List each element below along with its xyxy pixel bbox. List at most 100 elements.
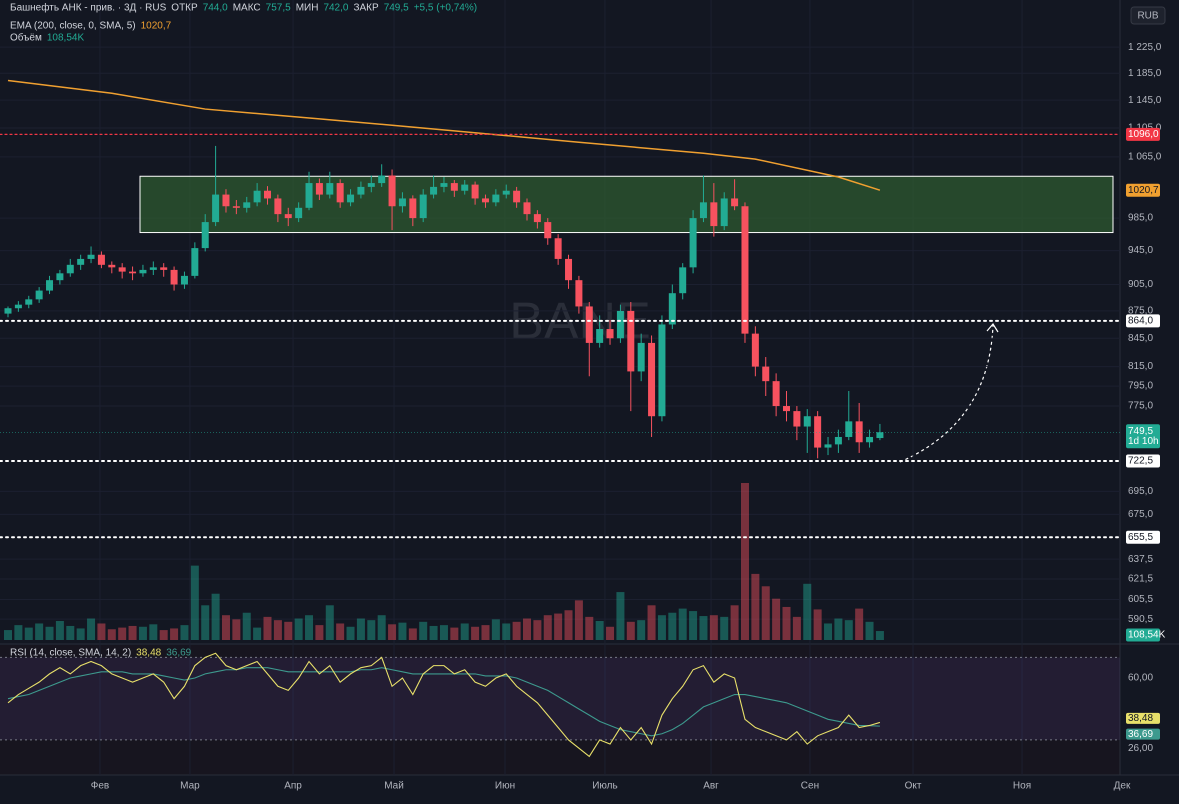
x-tick-label: Дек [1114, 781, 1131, 792]
volume-value-tag-bg [1126, 628, 1160, 642]
candle-body [731, 198, 739, 207]
volume-bar [595, 620, 604, 640]
currency-label: RUB [1137, 11, 1158, 22]
volume-bar [730, 605, 739, 640]
volume-bar [388, 624, 397, 640]
candle-body [274, 198, 282, 215]
candle-body [450, 183, 458, 191]
volume-bar [201, 605, 210, 640]
ema-legend: EMA (200, close, 0, SMA, 5) [10, 21, 136, 32]
candle-body [668, 293, 676, 325]
volume-bar [97, 623, 106, 640]
volume-bar [554, 613, 563, 640]
y-tick-label: 1 065,0 [1128, 152, 1162, 163]
volume-bar [170, 628, 179, 640]
y-tick-label: 775,0 [1128, 401, 1153, 412]
volume-bar [377, 615, 386, 640]
candle-body [357, 186, 365, 195]
candle-body [118, 267, 126, 272]
candle-body [876, 432, 884, 439]
volume-bar [481, 625, 490, 640]
volume-value-tag: 108,54K [1128, 630, 1166, 641]
y-tick-label: 590,5 [1128, 614, 1153, 625]
volume-bar [523, 618, 531, 640]
volume-bar [647, 605, 656, 640]
volume-bar [263, 616, 272, 640]
candle-body [264, 190, 271, 199]
candle-body [35, 290, 43, 300]
volume-bar [367, 620, 376, 640]
candle-body [554, 238, 562, 259]
volume-bar [637, 620, 646, 640]
volume-bar [305, 615, 314, 640]
volume-bar [315, 625, 324, 640]
candle-body [461, 184, 469, 191]
volume-bar [14, 625, 23, 640]
candle-body [14, 304, 22, 309]
candle-body [430, 186, 438, 195]
level-label: 722,5 [1128, 456, 1153, 467]
ema-line [7, 79, 881, 191]
candle-body [762, 366, 770, 382]
y-tick-label: 695,0 [1128, 486, 1153, 497]
volume-bar [792, 616, 801, 640]
volume-bar [689, 611, 698, 640]
candle-body [25, 299, 33, 305]
volume-bar [471, 626, 480, 640]
ohlc-legend-item: 757,5 [266, 3, 291, 14]
volume-bar [398, 622, 407, 640]
rsi-legend-value: 38,48 [136, 648, 161, 659]
rsi-pane [0, 645, 1120, 775]
candle-body [77, 258, 85, 265]
candle-body [149, 267, 157, 270]
candle-body [378, 175, 386, 184]
volume-bar [740, 483, 749, 640]
current-price-bg [1126, 424, 1160, 449]
zone [139, 175, 1114, 234]
candle-body [783, 406, 790, 412]
candle-body [834, 436, 842, 445]
y-tick-label: 795,0 [1128, 381, 1153, 392]
level-label-bg [1126, 530, 1160, 544]
volume-bar [803, 583, 812, 640]
volume-bar [76, 628, 85, 640]
candle-body [315, 183, 323, 195]
volume-bar [55, 620, 64, 640]
volume-bar [211, 593, 220, 640]
volume-bar [678, 608, 687, 640]
candle-body [481, 198, 489, 203]
candle-body [284, 214, 292, 219]
candle-body [398, 198, 406, 207]
x-tick-label: Окт [905, 781, 922, 792]
y-tick-label: 621,5 [1128, 574, 1153, 585]
candle-body [544, 222, 552, 239]
rsi-legend: RSI (14, close, SMA, 14, 2) [10, 648, 131, 659]
candle-body [565, 258, 573, 281]
currency-button[interactable] [1130, 6, 1166, 25]
volume-bar [813, 609, 822, 640]
candle-body [616, 310, 624, 339]
candle-body [679, 267, 687, 294]
volume-bar [606, 626, 615, 640]
volume-bar [356, 618, 365, 640]
x-tick-label: Мар [180, 781, 200, 792]
volume-bar [512, 621, 521, 640]
candle-body [471, 184, 479, 199]
candle-body [523, 202, 531, 215]
candle-body [492, 194, 500, 203]
level-label-bg [1126, 127, 1160, 141]
y-tick-label: 1 225,0 [1128, 42, 1162, 53]
candle-body [347, 194, 355, 203]
rsi-sma-legend-value: 36,69 [166, 648, 191, 659]
volume-bar [502, 623, 511, 640]
y-tick-label: 605,5 [1128, 594, 1153, 605]
rsi-value-tag: 38,48 [1128, 713, 1153, 724]
volume-bar [439, 625, 448, 640]
volume-bar [491, 619, 500, 640]
volume-bar [159, 630, 168, 640]
x-tick-label: Сен [801, 781, 819, 792]
volume-bar [118, 627, 127, 640]
volume-bar [616, 592, 625, 640]
volume-bar [564, 610, 573, 640]
